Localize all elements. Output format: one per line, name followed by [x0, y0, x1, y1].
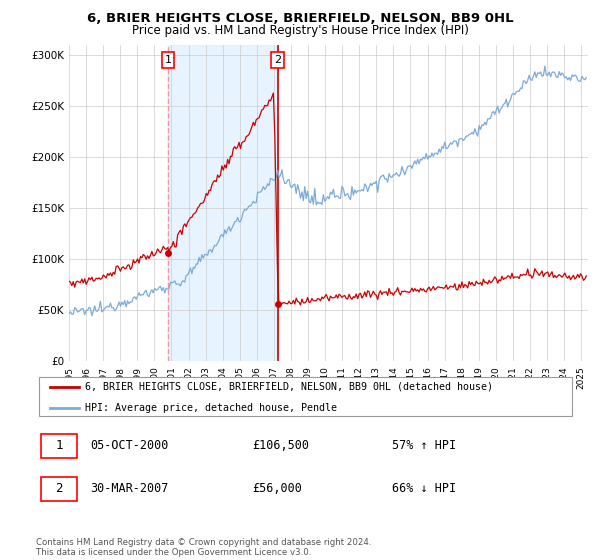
- Text: 1: 1: [55, 440, 63, 452]
- Text: 2: 2: [55, 482, 63, 496]
- Text: £106,500: £106,500: [252, 440, 309, 452]
- Text: 6, BRIER HEIGHTS CLOSE, BRIERFIELD, NELSON, BB9 0HL: 6, BRIER HEIGHTS CLOSE, BRIERFIELD, NELS…: [86, 12, 514, 25]
- Text: 2: 2: [274, 55, 281, 65]
- Text: 1: 1: [164, 55, 172, 65]
- Bar: [168, 45, 278, 361]
- Text: HPI: Average price, detached house, Pendle: HPI: Average price, detached house, Pend…: [85, 403, 337, 413]
- FancyBboxPatch shape: [41, 433, 77, 458]
- Text: 57% ↑ HPI: 57% ↑ HPI: [392, 440, 457, 452]
- FancyBboxPatch shape: [39, 377, 572, 416]
- Text: 30-MAR-2007: 30-MAR-2007: [90, 482, 169, 496]
- Text: 66% ↓ HPI: 66% ↓ HPI: [392, 482, 457, 496]
- Text: Contains HM Land Registry data © Crown copyright and database right 2024.
This d: Contains HM Land Registry data © Crown c…: [36, 538, 371, 557]
- Text: £56,000: £56,000: [252, 482, 302, 496]
- FancyBboxPatch shape: [41, 477, 77, 501]
- Text: 05-OCT-2000: 05-OCT-2000: [90, 440, 169, 452]
- Text: 6, BRIER HEIGHTS CLOSE, BRIERFIELD, NELSON, BB9 0HL (detached house): 6, BRIER HEIGHTS CLOSE, BRIERFIELD, NELS…: [85, 381, 493, 391]
- Text: Price paid vs. HM Land Registry's House Price Index (HPI): Price paid vs. HM Land Registry's House …: [131, 24, 469, 36]
